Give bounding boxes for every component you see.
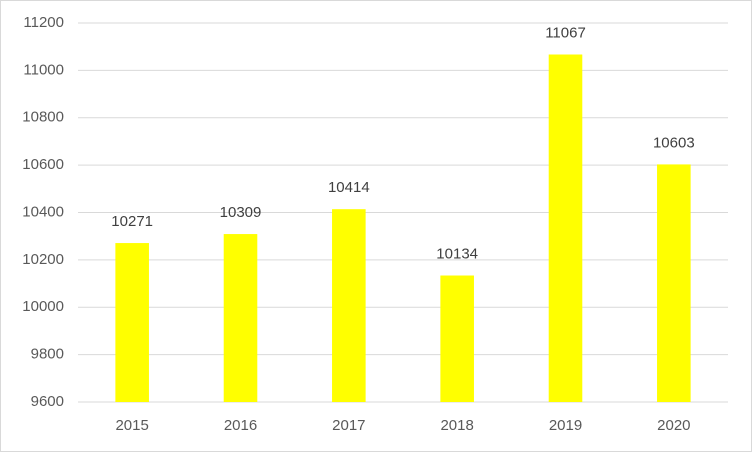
data-label: 10309 (220, 204, 262, 221)
x-tick-label: 2017 (332, 417, 365, 434)
x-tick-label: 2015 (115, 417, 148, 434)
data-label: 10414 (328, 179, 370, 196)
data-label: 10603 (653, 134, 695, 151)
y-tick-label: 10400 (22, 203, 64, 220)
y-tick-label: 9800 (31, 346, 64, 363)
bar (115, 243, 149, 402)
bar (657, 164, 691, 402)
y-tick-label: 11000 (23, 61, 64, 78)
y-tick-label: 10800 (22, 109, 64, 126)
data-label: 10134 (436, 245, 478, 262)
x-tick-label: 2018 (440, 417, 473, 434)
y-tick-label: 10000 (22, 298, 64, 315)
data-label: 10271 (111, 213, 153, 230)
bar (440, 275, 474, 402)
y-tick-label: 10600 (22, 156, 64, 173)
data-label: 11067 (545, 24, 586, 41)
x-tick-label: 2019 (549, 417, 582, 434)
y-tick-label: 10200 (22, 251, 64, 268)
bar (223, 234, 258, 402)
x-tick-label: 2020 (657, 417, 690, 434)
y-tick-label: 11200 (23, 14, 64, 31)
x-tick-label: 2016 (224, 417, 257, 434)
bar (332, 209, 366, 402)
y-tick-label: 9600 (31, 393, 64, 410)
bar (548, 54, 583, 403)
